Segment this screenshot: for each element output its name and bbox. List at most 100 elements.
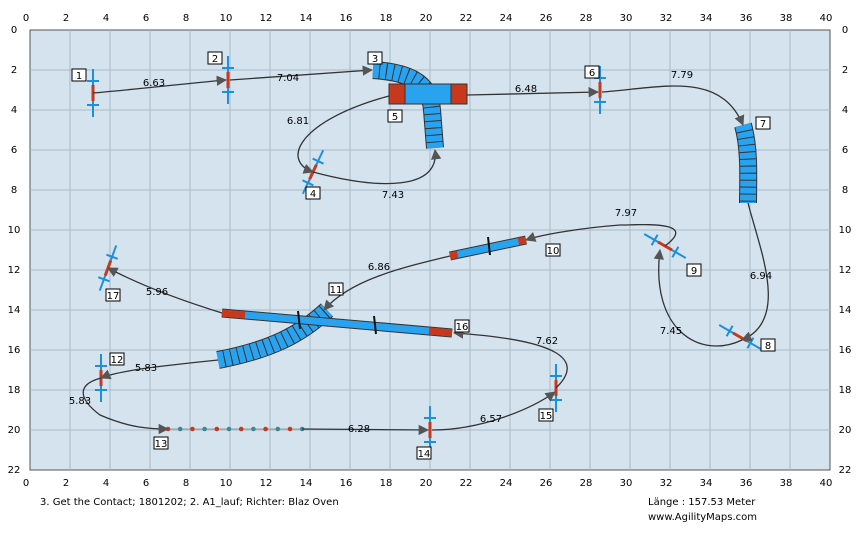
y-tick-label: 14	[8, 305, 21, 316]
x-tick-label: 8	[183, 478, 189, 489]
distance-label: 7.97	[615, 208, 637, 219]
y-tick-label: 16	[8, 345, 21, 356]
weave-pole	[214, 426, 220, 432]
obstacle-box	[584, 65, 600, 79]
y-tick-label: 22	[839, 465, 852, 476]
obstacle-box	[760, 338, 776, 352]
obstacle-number: 16	[456, 322, 469, 333]
tire-end	[388, 83, 406, 105]
x-tick-label: 12	[260, 478, 273, 489]
obstacle-box	[109, 352, 125, 366]
y-tick-label: 10	[8, 225, 21, 236]
contact-zone	[449, 250, 459, 260]
x-tick-label: 18	[380, 13, 393, 24]
x-tick-label: 2	[63, 478, 69, 489]
x-tick-label: 38	[780, 13, 793, 24]
tunnel	[372, 62, 443, 149]
obstacle-box	[387, 109, 403, 123]
obstacle-number: 9	[691, 266, 697, 277]
y-tick-label: 0	[11, 25, 17, 36]
x-tick-label: 28	[580, 478, 593, 489]
tunnel	[735, 122, 757, 204]
x-tick-label: 32	[660, 478, 673, 489]
contact-zone	[221, 309, 246, 319]
x-tick-label: 4	[103, 13, 109, 24]
x-tick-label: 6	[143, 478, 149, 489]
x-tick-label: 34	[700, 13, 713, 24]
obstacle-box	[686, 263, 702, 277]
x-tick-label: 6	[143, 13, 149, 24]
contact	[449, 236, 527, 260]
obstacle-box	[367, 51, 383, 65]
obstacle-number: 1	[76, 71, 82, 82]
x-tick-label: 14	[300, 13, 313, 24]
y-tick-label: 6	[842, 145, 848, 156]
weave-pole	[190, 426, 195, 432]
y-tick-label: 0	[842, 25, 848, 36]
x-tick-label: 16	[340, 13, 353, 24]
distance-label: 6.57	[480, 414, 502, 425]
x-tick-label: 0	[23, 478, 29, 489]
distance-label: 7.43	[382, 190, 404, 201]
distance-label: 5.83	[69, 396, 91, 407]
weave-pole	[226, 426, 232, 432]
x-tick-label: 24	[500, 13, 513, 24]
y-tick-label: 2	[11, 65, 17, 76]
obstacle-number: 6	[589, 68, 595, 79]
x-tick-label: 38	[780, 478, 793, 489]
x-tick-label: 28	[580, 13, 593, 24]
y-tick-label: 22	[8, 465, 21, 476]
obstacle-number: 8	[765, 341, 771, 352]
x-tick-label: 26	[540, 13, 553, 24]
obstacle-number: 17	[107, 291, 120, 302]
jump-pole	[106, 253, 119, 260]
distance-label: 6.63	[143, 78, 165, 89]
x-tick-label: 36	[740, 478, 753, 489]
obstacle-number: 4	[310, 189, 316, 200]
y-tick-label: 20	[8, 425, 21, 436]
obstacle-box	[538, 408, 554, 422]
x-tick-label: 18	[380, 478, 393, 489]
jump	[594, 66, 606, 114]
obstacle-box	[416, 446, 432, 460]
y-tick-label: 18	[839, 385, 852, 396]
y-tick-label: 4	[11, 105, 17, 116]
x-tick-label: 20	[420, 478, 433, 489]
jump-pole	[302, 179, 314, 187]
contact-zone	[517, 236, 527, 246]
distance-label: 6.48	[515, 84, 537, 95]
obstacle-number: 7	[760, 119, 766, 130]
x-tick-label: 22	[460, 13, 473, 24]
obstacle-number: 14	[418, 449, 431, 460]
obstacle-number: 5	[392, 112, 398, 123]
jump-pole	[312, 157, 324, 165]
x-tick-label: 26	[540, 478, 553, 489]
jump-pole	[671, 246, 680, 258]
obstacle-number: 2	[212, 54, 218, 65]
footer-length: Länge : 157.53 Meter	[648, 497, 756, 508]
obstacle-box	[153, 436, 169, 450]
weave-pole	[238, 426, 244, 432]
x-tick-label: 24	[500, 478, 513, 489]
obstacle-box	[454, 319, 470, 333]
y-tick-label: 8	[842, 185, 848, 196]
plank-mark	[487, 236, 491, 256]
course-path	[82, 65, 769, 436]
obstacle-number: 11	[330, 285, 343, 296]
distance-label: 7.04	[277, 73, 299, 84]
x-tick-label: 14	[300, 478, 313, 489]
x-tick-label: 20	[420, 13, 433, 24]
distance-label: 7.62	[536, 336, 558, 347]
obstacle-box	[105, 288, 121, 302]
y-tick-label: 6	[11, 145, 17, 156]
obstacle-number: 12	[111, 355, 124, 366]
x-tick-label: 30	[620, 13, 633, 24]
x-tick-label: 34	[700, 478, 713, 489]
jump-pole	[650, 234, 659, 246]
obstacle-box	[71, 68, 87, 82]
plank-mark	[373, 315, 377, 335]
weave-pole	[275, 426, 281, 432]
obstacle-number: 13	[155, 439, 168, 450]
obstacle-box	[755, 116, 771, 130]
